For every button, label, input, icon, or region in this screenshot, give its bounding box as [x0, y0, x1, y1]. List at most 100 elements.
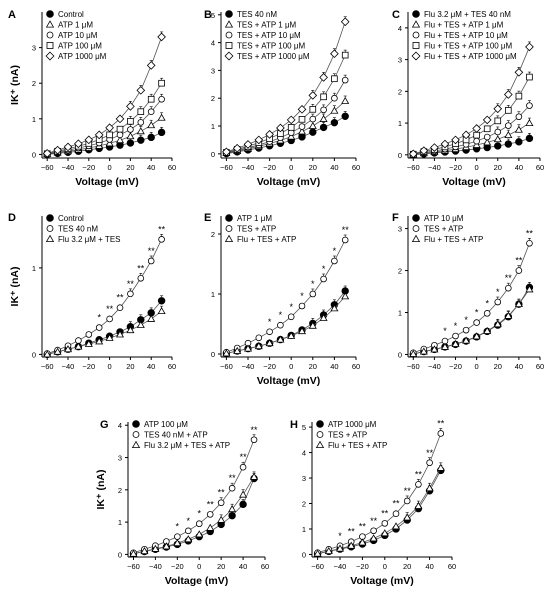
legend-label: TES 40 nM + ATP: [144, 431, 208, 440]
data-point-circle: [158, 236, 165, 243]
data-point-triangle: [140, 547, 149, 555]
legend-label: TES + ATP: [237, 225, 276, 234]
x-tick-label: −20: [263, 163, 276, 172]
data-point-triangle: [287, 132, 296, 140]
data-point-circle: [341, 236, 349, 244]
x-axis-title: Voltage (mV): [257, 375, 320, 387]
significance-marker: *: [187, 516, 191, 526]
data-point-triangle: [347, 541, 356, 549]
data-point-diamond: [330, 49, 339, 59]
legend-label: TES + ATP 1 μM: [237, 21, 297, 30]
data-point-triangle: [319, 114, 328, 122]
data-point-diamond: [493, 104, 503, 114]
data-point-triangle: [115, 136, 125, 144]
data-point-circle: [437, 430, 445, 437]
x-tick-label: −40: [62, 362, 75, 371]
x-tick-label: 0: [289, 163, 293, 172]
x-tick-label: −20: [449, 163, 462, 172]
legend-marker: [411, 51, 421, 61]
data-point-circle: [494, 128, 502, 136]
data-point-diamond: [53, 145, 62, 155]
data-point-triangle: [136, 127, 145, 135]
data-point-filled-circle: [330, 118, 339, 127]
data-point-square: [526, 73, 533, 81]
significance-marker: *: [454, 321, 458, 331]
data-point-diamond: [482, 115, 492, 125]
data-point-diamond: [419, 146, 429, 156]
x-tick-label: 0: [197, 562, 201, 571]
data-point-triangle: [136, 320, 145, 328]
data-point-triangle: [341, 292, 350, 300]
legend-label: Flu + TES + ATP 10 μM: [424, 31, 508, 40]
panel-label: E: [204, 212, 211, 224]
x-tick-label: 0: [108, 362, 112, 371]
data-point-triangle: [126, 326, 135, 334]
series-line: [47, 239, 162, 354]
data-point-square: [147, 95, 155, 103]
data-point-triangle: [297, 127, 307, 135]
data-point-circle: [255, 334, 263, 342]
y-tick-label: 2: [118, 486, 122, 495]
series-line: [226, 100, 346, 154]
data-point-triangle: [95, 337, 104, 345]
data-point-triangle: [493, 320, 502, 328]
data-point-diamond: [503, 90, 513, 99]
data-point-triangle: [436, 463, 445, 471]
data-point-triangle: [126, 132, 135, 140]
legend-marker: [46, 214, 54, 222]
panel-label: D: [8, 212, 16, 224]
data-point-triangle: [414, 501, 423, 509]
y-tick-label: 1: [302, 525, 306, 534]
x-tick-label: 0: [289, 362, 293, 371]
data-point-filled-circle: [137, 136, 145, 144]
data-point-triangle: [514, 299, 523, 308]
legend-label: Flu + TES + ATP 1000 μM: [424, 52, 517, 61]
data-point-circle: [515, 267, 523, 274]
data-point-circle: [452, 332, 459, 340]
legend-marker: [412, 10, 420, 18]
data-point-triangle: [217, 515, 226, 523]
significance-marker: **: [437, 418, 445, 428]
y-tick-label: 4: [398, 24, 402, 33]
x-tick-label: −60: [407, 362, 420, 371]
y-tick-label: 2: [302, 500, 306, 509]
data-point-diamond: [308, 91, 318, 100]
data-point-square: [494, 117, 502, 125]
series-line: [226, 290, 346, 354]
legend-marker: [225, 214, 233, 222]
significance-marker: *: [338, 531, 342, 541]
data-point-circle: [228, 484, 236, 492]
data-point-diamond: [297, 104, 307, 114]
x-axis-title: Voltage (mV): [442, 176, 505, 188]
significance-marker: **: [359, 522, 367, 532]
y-tick-label: 3: [302, 474, 306, 483]
data-point-circle: [426, 459, 433, 467]
data-point-triangle: [483, 138, 492, 146]
legend-marker: [412, 225, 420, 232]
panel-label: C: [392, 9, 400, 21]
x-tick-label: −60: [41, 163, 54, 172]
data-point-triangle: [228, 505, 237, 513]
y-tick-label: 2: [211, 94, 215, 103]
series-line: [317, 470, 442, 555]
data-point-triangle: [162, 542, 171, 550]
data-point-circle: [217, 499, 225, 507]
legend-marker: [224, 234, 234, 242]
significance-marker: **: [218, 488, 226, 498]
data-point-circle: [381, 520, 389, 527]
legend-label: Flu 3.2 μM + TES 40 nM: [424, 10, 511, 19]
data-point-filled-circle: [239, 500, 247, 509]
data-point-triangle: [115, 330, 125, 338]
significance-marker: *: [300, 291, 304, 301]
y-tick-label: 1: [118, 518, 122, 527]
data-point-circle: [309, 290, 317, 298]
data-point-triangle: [265, 339, 274, 347]
legend-marker: [412, 31, 420, 39]
legend-label: Flu 3.2 μM + TES + ATP: [144, 441, 230, 450]
legend-marker: [131, 440, 141, 448]
data-point-diamond: [472, 124, 481, 133]
data-point-square: [116, 125, 124, 133]
data-point-triangle: [330, 106, 339, 114]
panel-label: G: [100, 419, 109, 431]
data-point-triangle: [243, 344, 253, 352]
